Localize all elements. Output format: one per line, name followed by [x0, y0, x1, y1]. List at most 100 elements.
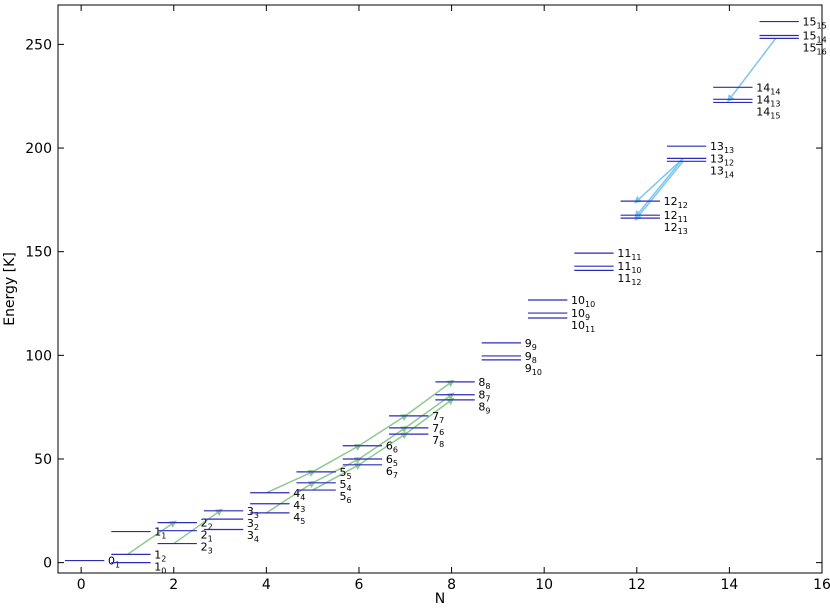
- level: 12: [111, 548, 166, 563]
- level: 1010: [527, 294, 595, 309]
- transition-arrow: [265, 480, 316, 514]
- level-label: 32: [247, 517, 259, 532]
- transition-arrow: [358, 425, 409, 460]
- level: 89: [435, 399, 491, 416]
- level-k: 11: [585, 325, 595, 334]
- level-k: 2: [208, 523, 213, 532]
- level: 22: [157, 517, 213, 532]
- level-k: 9: [485, 407, 490, 416]
- level-n: 15: [803, 41, 817, 54]
- level-label: 1211: [664, 209, 688, 224]
- level-label: 1112: [617, 272, 641, 287]
- level-n: 9: [525, 337, 532, 350]
- y-tick-label: 250: [25, 37, 52, 53]
- level-label: 01: [108, 555, 120, 570]
- level: 34: [203, 529, 259, 544]
- level: 1313: [666, 140, 734, 155]
- level: 1011: [527, 317, 595, 334]
- level: 55: [296, 466, 352, 481]
- level-label: 87: [478, 389, 490, 404]
- level-n: 6: [386, 453, 393, 466]
- level-k: 10: [585, 300, 595, 309]
- level-k: 4: [254, 535, 259, 544]
- level-k: 8: [532, 356, 537, 365]
- level-k: 5: [347, 472, 352, 481]
- level-k: 7: [485, 395, 490, 404]
- level-n: 0: [108, 555, 115, 568]
- transition-arrow: [404, 379, 455, 417]
- level-n: 6: [386, 465, 393, 478]
- level: 10: [111, 560, 166, 575]
- level: 1515: [759, 16, 827, 31]
- level-n: 8: [478, 389, 485, 402]
- level-label: 88: [478, 376, 490, 391]
- level-n: 3: [247, 517, 254, 530]
- level: 1516: [759, 37, 827, 56]
- transition-arrow: [634, 157, 684, 219]
- level-k: 12: [678, 201, 688, 210]
- level: 88: [435, 376, 491, 391]
- level: 45: [250, 511, 305, 526]
- level-n: 13: [710, 152, 724, 165]
- level-k: 3: [300, 505, 305, 514]
- level-label: 1212: [664, 195, 688, 210]
- level: 109: [527, 307, 590, 322]
- level-k: 8: [439, 440, 444, 449]
- level-k: 10: [631, 266, 641, 275]
- level-k: 14: [724, 170, 734, 179]
- y-tick-label: 100: [25, 348, 52, 364]
- level-n: 3: [247, 505, 254, 518]
- level-n: 13: [710, 164, 724, 177]
- level-label: 1515: [803, 16, 827, 31]
- level: 1213: [620, 217, 688, 236]
- transition-arrow: [358, 432, 409, 466]
- level-label: 66: [386, 440, 398, 455]
- transition-arrow: [312, 443, 363, 473]
- level: 1514: [759, 29, 827, 44]
- level-label: 98: [525, 350, 537, 365]
- level-n: 12: [664, 209, 678, 222]
- level: 65: [342, 453, 398, 468]
- level: 66: [342, 440, 398, 455]
- transition-arrow: [727, 37, 777, 103]
- level: 54: [296, 478, 352, 493]
- level-k: 13: [678, 227, 688, 236]
- level: 1111: [574, 247, 642, 262]
- level-n: 6: [386, 440, 393, 453]
- level-n: 5: [340, 478, 347, 491]
- level-k: 12: [724, 158, 734, 167]
- level: 1211: [620, 209, 688, 224]
- level-k: 7: [393, 471, 398, 480]
- x-axis-label: N: [435, 591, 445, 607]
- level-n: 2: [201, 529, 208, 542]
- level: 1312: [666, 152, 734, 167]
- x-tick-label: 4: [262, 577, 271, 593]
- level-n: 2: [201, 541, 208, 554]
- level-label: 77: [432, 410, 444, 425]
- level-label: 55: [340, 466, 352, 481]
- level: 33: [203, 505, 259, 520]
- level-n: 12: [664, 221, 678, 234]
- level: 56: [296, 489, 352, 505]
- y-tick-label: 0: [43, 556, 52, 572]
- level-k: 11: [631, 253, 641, 262]
- level: 87: [435, 389, 491, 404]
- level-label: 76: [432, 422, 444, 437]
- transition-arrow: [312, 457, 363, 484]
- level-n: 1: [154, 526, 161, 539]
- level-k: 5: [393, 459, 398, 468]
- level: 1413: [713, 93, 780, 108]
- level-n: 4: [293, 499, 300, 512]
- level-n: 14: [756, 81, 770, 94]
- level: 1212: [620, 195, 688, 210]
- level-label: 109: [571, 307, 590, 322]
- level-k: 1: [208, 535, 213, 544]
- transition-arrow: [634, 160, 684, 222]
- level-label: 10: [154, 560, 166, 575]
- transition-arrow: [404, 397, 455, 435]
- level-label: 1414: [756, 81, 780, 96]
- level-n: 7: [432, 422, 439, 435]
- level: 99: [481, 337, 537, 352]
- level-n: 7: [432, 410, 439, 423]
